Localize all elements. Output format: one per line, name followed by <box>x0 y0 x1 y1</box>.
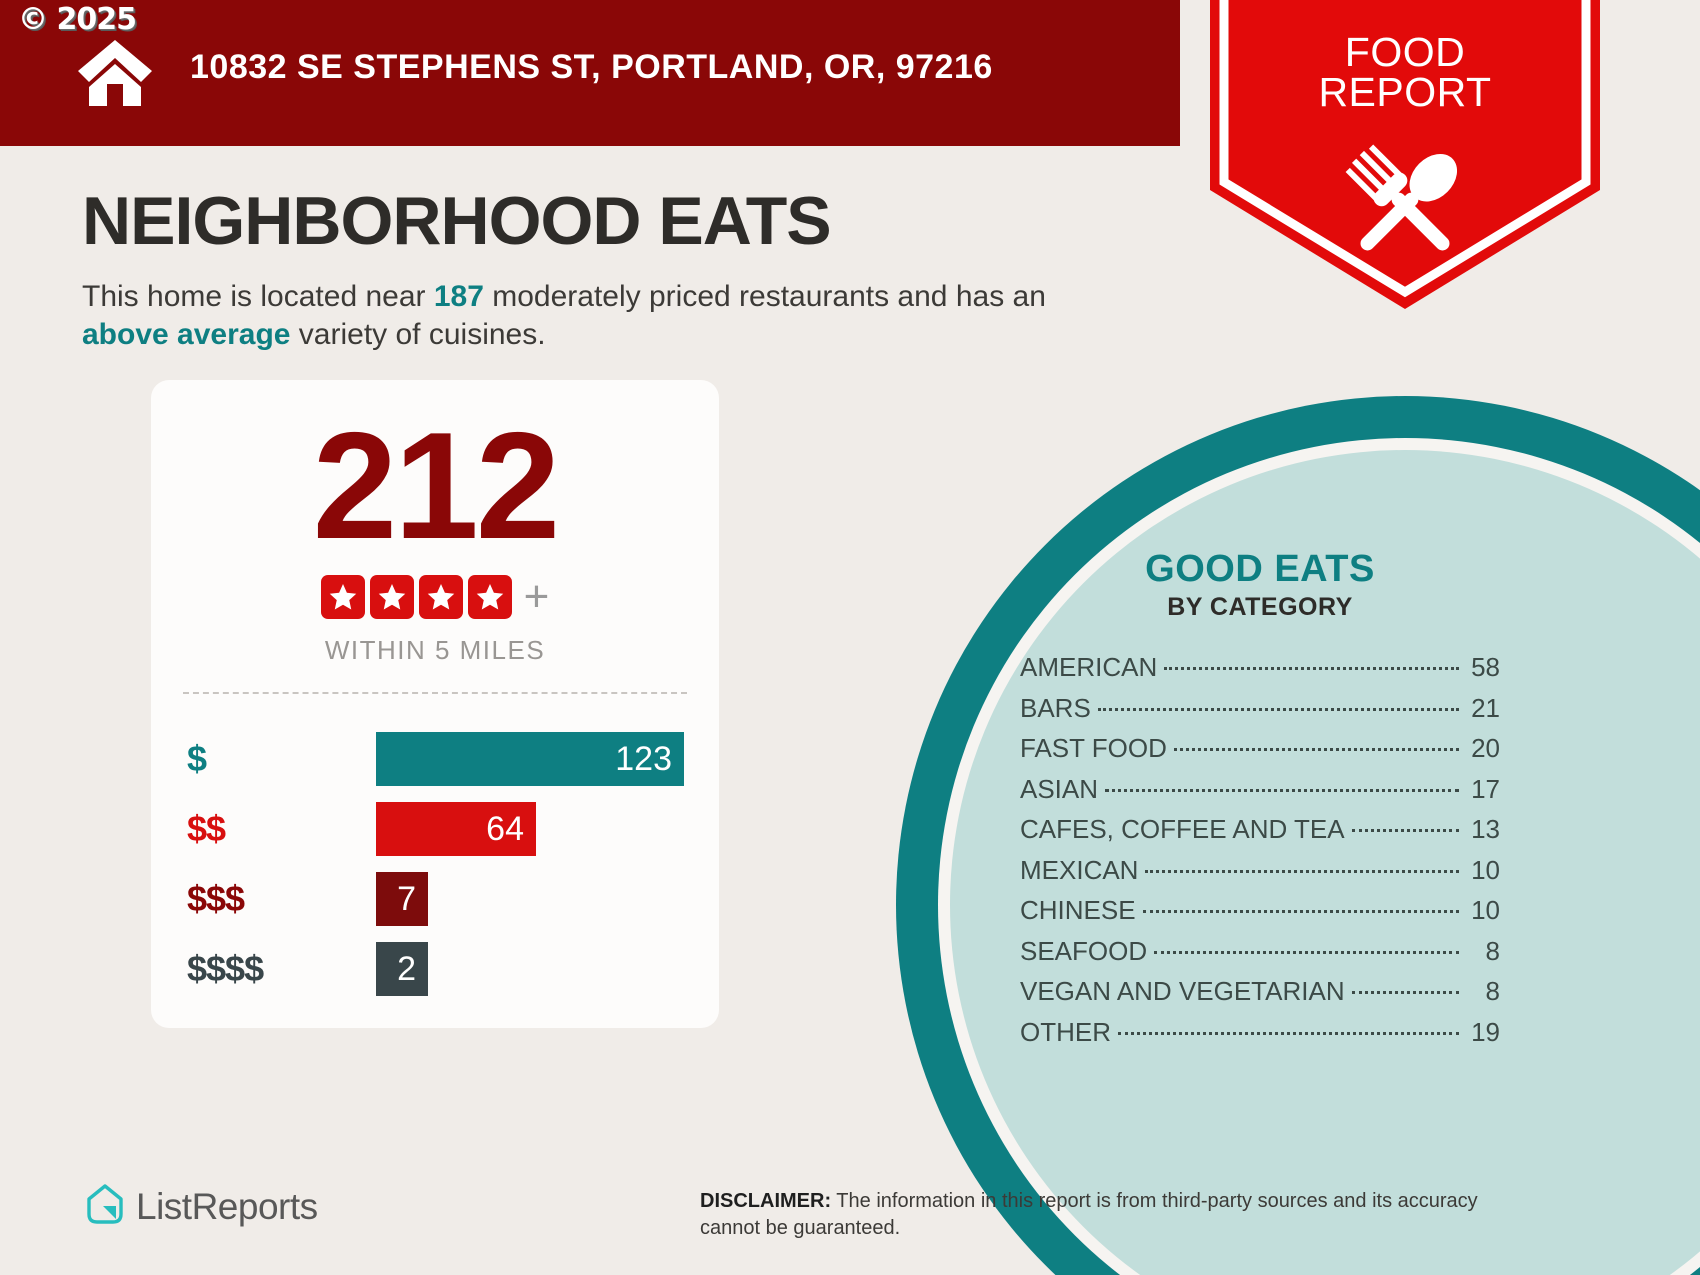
leader-dots <box>1145 869 1459 873</box>
disclaimer: DISCLAIMER: The information in this repo… <box>700 1188 1500 1242</box>
category-row: BARS 21 <box>1020 693 1500 734</box>
good-eats-panel: GOOD EATS BY CATEGORY AMERICAN 58 BARS 21 FA… <box>1020 548 1500 1057</box>
category-row: OTHER 19 <box>1020 1017 1500 1058</box>
price-level-label: $$$$ <box>187 948 264 989</box>
radius-caption: WITHIN 5 MILES <box>324 635 546 665</box>
badge-text: FOOD REPORT <box>1210 29 1600 116</box>
price-level-label: $$ <box>187 808 226 849</box>
property-address: 10832 SE STEPHENS ST, PORTLAND, OR, 9721… <box>190 48 993 86</box>
category-name: SEAFOOD <box>1020 935 1148 966</box>
category-row: CHINESE 10 <box>1020 895 1500 936</box>
category-list: AMERICAN 58 BARS 21 FAST FOOD 20 ASIAN 17 CAFES,… <box>1020 652 1500 1057</box>
home-icon <box>78 40 152 106</box>
restaurant-stats-card: 212 + WITHIN 5 MILES $123 $$ 64 $$$ 7 $$$$ 2 <box>151 380 719 1028</box>
page-title: NEIGHBORHOOD EATS <box>82 183 832 259</box>
category-count: 17 <box>1471 773 1500 804</box>
subtitle-part-2: moderately priced restaurants and has an <box>483 280 1046 313</box>
leader-dots <box>1351 991 1459 994</box>
leader-dots <box>1173 748 1459 751</box>
badge-line-1: FOOD <box>1344 29 1466 75</box>
category-name: CHINESE <box>1020 895 1136 925</box>
leader-dots <box>1105 788 1459 792</box>
listreports-logo[interactable]: ListReports <box>85 1183 318 1230</box>
category-row: ASIAN 17 <box>1020 774 1500 815</box>
category-row: FAST FOOD 20 <box>1020 733 1500 774</box>
category-row: CAFES, COFFEE AND TEA 13 <box>1020 814 1500 855</box>
category-name: FAST FOOD <box>1020 733 1167 763</box>
price-bar-row: $$ 64 <box>151 795 719 863</box>
leader-dots <box>1154 950 1459 954</box>
category-count: 58 <box>1471 652 1500 682</box>
price-bar: 123 <box>376 732 684 786</box>
price-bar-row: $$$ 7 <box>151 865 719 933</box>
category-name: AMERICAN <box>1020 652 1158 682</box>
price-bar: 2 <box>376 942 428 996</box>
star-icon <box>418 575 463 619</box>
restaurant-count: 212 <box>312 401 561 571</box>
category-name: MEXICAN <box>1020 854 1139 885</box>
price-level-label: $ <box>187 738 207 779</box>
category-count: 8 <box>1485 935 1500 966</box>
copyright-label: © 2025 <box>18 2 137 37</box>
category-row: MEXICAN 10 <box>1020 855 1500 896</box>
category-count: 10 <box>1471 854 1500 885</box>
subtitle-part-3: variety of cuisines. <box>290 318 546 352</box>
star-icon <box>467 575 512 619</box>
leader-dots <box>1351 829 1459 832</box>
star-rating: + <box>151 575 719 619</box>
leader-dots <box>1164 667 1459 670</box>
star-icon <box>369 575 414 619</box>
subtitle-highlight-variety: above average <box>82 318 291 352</box>
subtitle-part-1: This home is located near <box>82 280 434 313</box>
category-count: 21 <box>1471 692 1500 723</box>
category-name: OTHER <box>1020 1016 1111 1047</box>
badge-line-2: REPORT <box>1318 69 1492 116</box>
leader-dots <box>1097 707 1459 711</box>
header-bar <box>0 0 1180 146</box>
price-bar-row: $123 <box>151 725 719 793</box>
good-eats-subtitle: BY CATEGORY <box>1167 593 1353 621</box>
card-divider <box>183 692 687 694</box>
price-level-label: $$$ <box>187 878 245 919</box>
category-count: 13 <box>1471 814 1500 844</box>
category-count: 8 <box>1485 976 1500 1006</box>
page-subtitle: This home is located near 187 moderately… <box>82 278 1092 355</box>
category-name: VEGAN AND VEGETARIAN <box>1020 976 1345 1006</box>
disclaimer-text: The information in this report is from t… <box>700 1190 1478 1239</box>
listreports-house-icon <box>85 1183 125 1230</box>
good-eats-title: GOOD EATS <box>1145 548 1375 590</box>
plus-icon: + <box>523 572 550 621</box>
category-name: BARS <box>1020 692 1091 723</box>
category-count: 10 <box>1471 895 1500 925</box>
price-bar: 64 <box>376 802 536 856</box>
price-bar-chart: $123 $$ 64 $$$ 7 $$$$ 2 <box>151 725 719 1005</box>
disclaimer-label: DISCLAIMER: <box>700 1190 832 1212</box>
star-icon <box>320 575 365 619</box>
category-name: ASIAN <box>1020 773 1099 804</box>
category-row: AMERICAN 58 <box>1020 652 1500 693</box>
category-row: SEAFOOD 8 <box>1020 936 1500 977</box>
food-report-badge: FOOD REPORT <box>1210 0 1600 309</box>
leader-dots <box>1142 910 1459 913</box>
price-bar: 7 <box>376 872 428 926</box>
price-bar-row: $$$$ 2 <box>151 935 719 1003</box>
category-count: 20 <box>1471 733 1500 763</box>
category-count: 19 <box>1471 1016 1500 1047</box>
subtitle-highlight-count: 187 <box>433 280 484 313</box>
leader-dots <box>1118 1031 1459 1035</box>
category-name: CAFES, COFFEE AND TEA <box>1020 814 1345 844</box>
category-row: VEGAN AND VEGETARIAN 8 <box>1020 976 1500 1017</box>
listreports-wordmark: ListReports <box>136 1185 318 1227</box>
